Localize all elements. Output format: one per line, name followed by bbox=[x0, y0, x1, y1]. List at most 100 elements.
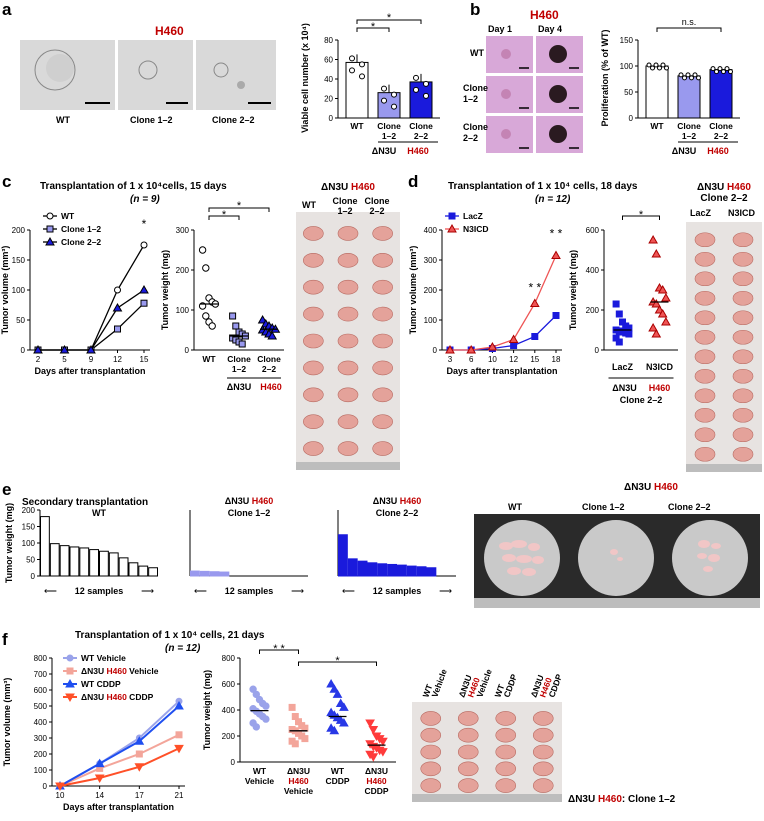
fs-point bbox=[368, 726, 379, 735]
cs-sig-bracket bbox=[208, 215, 240, 220]
c-point bbox=[112, 302, 123, 312]
fs-point bbox=[252, 690, 260, 699]
f-tumor bbox=[495, 778, 517, 793]
c-tumor bbox=[303, 306, 324, 322]
c-title: Transplantation of 1 x 10⁴cells, 15 days bbox=[40, 181, 227, 192]
d-point bbox=[508, 334, 519, 343]
e-bar bbox=[357, 560, 368, 577]
d-x-label: Days after transplantation bbox=[446, 366, 557, 376]
b-dot bbox=[696, 75, 701, 81]
d-line-chart: 0 100 200 300 400 Tumor volume (mm³) 3 6 10 12 15 1… bbox=[408, 211, 563, 376]
f-point bbox=[174, 744, 184, 754]
b-day1: Day 1 bbox=[488, 24, 513, 34]
b-dot bbox=[653, 62, 659, 68]
f-legend-marker bbox=[65, 678, 75, 688]
f-tumor bbox=[495, 727, 517, 743]
f-title: Transplantation of 1 x 10⁴ cells, 21 day… bbox=[75, 630, 265, 641]
f-tumor bbox=[420, 778, 442, 793]
d-photo-col-n3icd: N3ICD bbox=[728, 208, 756, 218]
d-point bbox=[551, 250, 561, 259]
fs-x-label: ΔN3U bbox=[287, 766, 310, 776]
c-y-tick-label: 200 bbox=[12, 226, 26, 235]
a-x-label-2: 2–2 bbox=[414, 131, 428, 141]
fs-point bbox=[368, 753, 379, 762]
e-bar bbox=[138, 565, 149, 577]
fs-point bbox=[252, 723, 260, 731]
e-bar bbox=[406, 565, 417, 577]
b-dot bbox=[710, 66, 716, 72]
d-tumor bbox=[732, 368, 754, 384]
fs-point bbox=[378, 748, 388, 757]
d-y-tick-label: 200 bbox=[424, 286, 438, 295]
f-tumor bbox=[457, 778, 479, 793]
cs-group-line-name: H460 bbox=[260, 382, 282, 392]
e-arrow-left: ⟵ bbox=[342, 586, 355, 596]
b-dot bbox=[689, 75, 694, 81]
d-tumor bbox=[694, 251, 716, 267]
fs-sig-bracket bbox=[259, 649, 299, 654]
f-tumor bbox=[420, 711, 442, 726]
c-point bbox=[114, 286, 121, 294]
e-bar bbox=[190, 570, 200, 577]
b-group-prefix: ΔN3U bbox=[672, 146, 696, 156]
fs-x-label: WT bbox=[331, 766, 345, 776]
a-dot bbox=[359, 61, 365, 68]
b-spheroid-cell bbox=[486, 76, 533, 113]
d-scatter-chart: 0 200 400 600 Tumor weight (mg) LacZ N3ICD * ΔN3… bbox=[568, 209, 678, 405]
e-photo-col-clone12: Clone 1–2 bbox=[582, 502, 625, 512]
d-tumor bbox=[732, 251, 754, 267]
panel-label-c: c bbox=[2, 172, 12, 191]
e-bar bbox=[209, 571, 220, 577]
b-dot bbox=[682, 75, 687, 81]
d-legend-label: LacZ bbox=[463, 211, 483, 221]
d-x-tick-label: 6 bbox=[469, 355, 474, 364]
ds-point bbox=[657, 308, 668, 318]
f-photo-col-label: WT bbox=[492, 682, 506, 699]
d-point bbox=[445, 344, 455, 354]
b-spheroid-svg bbox=[501, 49, 529, 69]
d-x-tick-label: 15 bbox=[530, 355, 539, 364]
ds-point bbox=[651, 248, 662, 258]
b-sig: n.s. bbox=[682, 17, 697, 27]
b-dot bbox=[660, 62, 666, 68]
d-point bbox=[466, 344, 477, 354]
fs-y-tick-label: 600 bbox=[222, 680, 236, 689]
d-tumor bbox=[694, 388, 716, 404]
a-sig-bracket bbox=[356, 27, 390, 32]
e-y-tick-label: 0 bbox=[31, 572, 36, 581]
fs-point bbox=[329, 684, 340, 693]
ds-sig-bracket bbox=[622, 215, 660, 220]
b-x-label-2: 1–2 bbox=[682, 131, 696, 141]
c-tumor bbox=[303, 253, 324, 268]
a-label-clone12: Clone 1–2 bbox=[130, 115, 173, 125]
fs-point bbox=[249, 685, 257, 693]
b-spheroid bbox=[549, 125, 567, 143]
d-tumor bbox=[732, 388, 754, 404]
d-tumor bbox=[694, 446, 716, 462]
d-sig: * * bbox=[528, 281, 541, 295]
c-tumor bbox=[337, 360, 359, 376]
fs-point bbox=[378, 737, 388, 747]
f-tumor bbox=[532, 744, 554, 760]
d-point bbox=[531, 333, 539, 340]
ds-point bbox=[612, 300, 620, 308]
a-x-label: WT bbox=[350, 121, 364, 131]
e-photo-col-wt: WT bbox=[508, 502, 522, 512]
d-photo-prefix: ΔN3U bbox=[697, 182, 725, 193]
f-legend-label: ΔN3U H460 Vehicle bbox=[81, 666, 159, 676]
e-title: Secondary transplantation bbox=[22, 497, 149, 508]
b-y-tick-label: 150 bbox=[620, 36, 634, 45]
e-bar bbox=[79, 547, 90, 577]
panel-label-d: d bbox=[408, 172, 419, 191]
f-y-tick-label: 700 bbox=[34, 670, 48, 679]
b-y-tick-label: 0 bbox=[629, 114, 634, 123]
cs-x-label: WT bbox=[202, 354, 216, 364]
ds-point bbox=[651, 328, 662, 338]
b-spheroid bbox=[549, 85, 567, 103]
f-series-line bbox=[59, 747, 180, 787]
b-dot bbox=[714, 69, 719, 75]
f-line-chart: 0 100 200 300 400 500 600 700 800 Tumor volume (m… bbox=[2, 653, 185, 812]
f-legend-label: ΔN3U H460 CDDP bbox=[81, 692, 154, 702]
ds-point bbox=[615, 310, 623, 318]
a-cell-line: H460 bbox=[155, 24, 184, 38]
